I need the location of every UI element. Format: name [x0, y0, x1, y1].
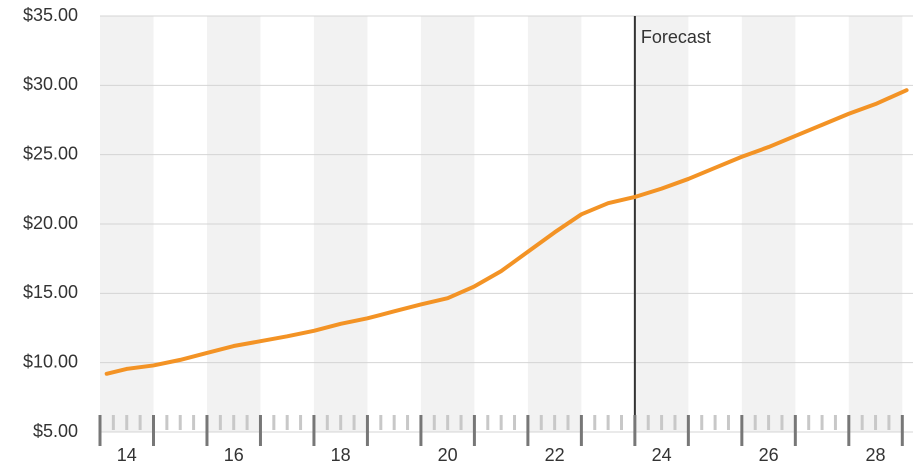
y-tick-label: $35.00: [23, 5, 78, 25]
y-tick-label: $30.00: [23, 74, 78, 94]
forecast-label: Forecast: [641, 27, 711, 47]
y-tick-label: $15.00: [23, 282, 78, 302]
x-tick-label: 28: [866, 445, 886, 465]
x-tick-label: 14: [117, 445, 137, 465]
y-tick-label: $25.00: [23, 143, 78, 163]
y-tick-label: $10.00: [23, 351, 78, 371]
x-tick-label: 18: [331, 445, 351, 465]
x-tick-label: 20: [438, 445, 458, 465]
x-tick-label: 16: [224, 445, 244, 465]
y-tick-label: $20.00: [23, 213, 78, 233]
data-line: [104, 88, 909, 376]
x-tick-label: 26: [759, 445, 779, 465]
y-tick-label: $5.00: [33, 421, 78, 441]
x-tick-label: 24: [652, 445, 672, 465]
x-tick-label: 22: [545, 445, 565, 465]
